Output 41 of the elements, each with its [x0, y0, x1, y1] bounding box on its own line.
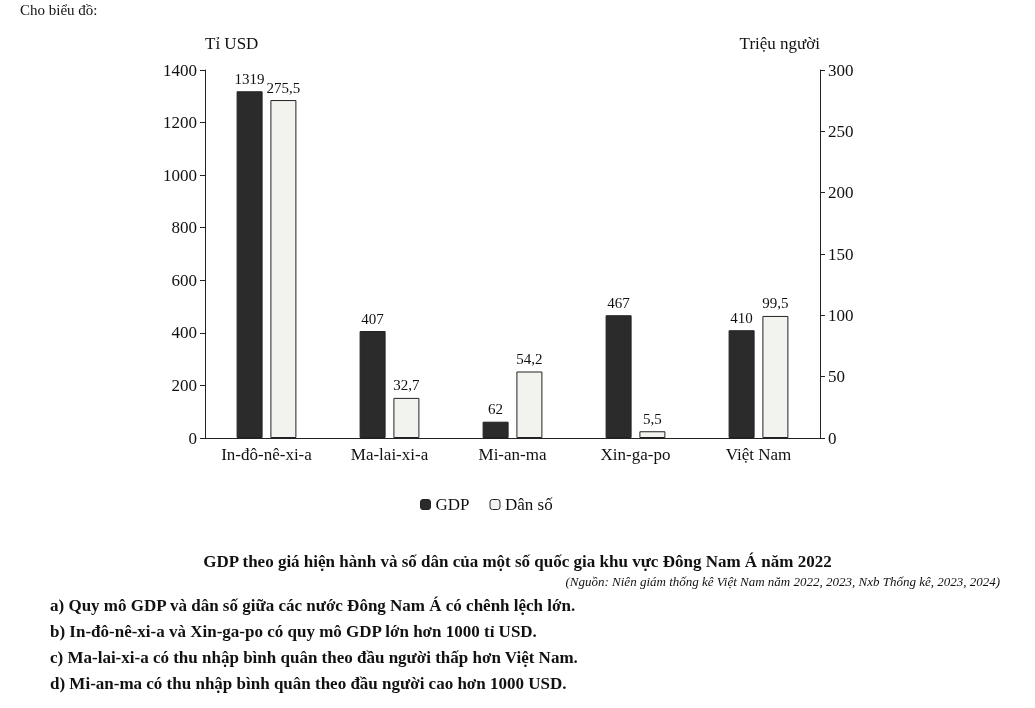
y2-tick-label: 100 [828, 305, 854, 325]
data-label: 99,5 [762, 295, 789, 312]
y-tick-label: 0 [188, 428, 197, 448]
text: c) Ma-lai-xi-a có thu nhập bình quân theo đầu người thấp hơn Việt Nam. [50, 648, 578, 667]
y-axis-title: Tỉ USD [205, 34, 259, 53]
data-label: 62 [488, 401, 504, 418]
data-label: 32,7 [393, 377, 421, 394]
text: (Nguồn: Niên giám thống kê Việt Nam năm 2022, 2023, Nxb Thống kê, 2023, 2024) [565, 574, 1001, 589]
data-label: 5,5 [643, 410, 662, 427]
text: d) Mi-an-ma có thu nhập bình quân theo đầu người cao hơn 1000 USD. [50, 674, 567, 693]
data-label: 467 [607, 294, 631, 311]
y-tick-label: 1000 [163, 165, 197, 185]
data-label: 54,2 [516, 351, 543, 368]
y2-axis-title: Triệu người [739, 34, 821, 53]
y-tick-label: 1200 [163, 113, 197, 133]
x-tick-label: In-đô-nê-xi-a [221, 445, 313, 464]
y-tick-label: 400 [171, 323, 197, 343]
legend-label: GDP [435, 495, 470, 514]
y-tick-label: 800 [171, 218, 197, 238]
x-tick-label: Mi-an-ma [478, 445, 547, 464]
data-label: 407 [361, 310, 385, 327]
y2-tick-label: 0 [828, 428, 837, 448]
legend-label: Dân số [505, 495, 554, 514]
y2-tick-label: 150 [828, 244, 854, 264]
y-tick-label: 200 [171, 375, 197, 395]
text: b) In-đô-nê-xi-a và Xin-ga-po có quy mô GDP lớn hơn 1000 tỉ USD. [50, 622, 537, 641]
text: a) Quy mô GDP và dân số giữa các nước Đông Nam Á có chênh lệch lớn. [50, 596, 576, 615]
y-tick-label: 1400 [163, 60, 197, 80]
y2-tick-label: 300 [828, 60, 854, 80]
y2-tick-label: 50 [828, 367, 845, 387]
text: GDP theo giá hiện hành và số dân của một số quốc gia khu vực Đông Nam Á năm 2022 [203, 552, 832, 571]
x-tick-label: Xin-ga-po [600, 445, 671, 464]
data-label: 1319 [234, 70, 265, 87]
text: Cho biểu đồ: [20, 1, 98, 18]
y2-tick-label: 250 [828, 121, 854, 141]
data-label: 410 [730, 309, 753, 326]
y-tick-label: 600 [171, 270, 197, 290]
x-tick-label: Ma-lai-xi-a [350, 445, 429, 464]
x-tick-label: Việt Nam [725, 445, 792, 464]
data-label: 275,5 [266, 79, 301, 96]
y2-tick-label: 200 [828, 183, 854, 203]
